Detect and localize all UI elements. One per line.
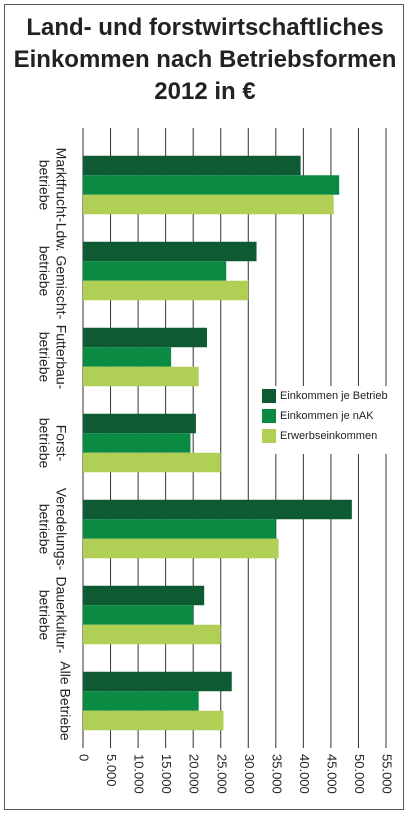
tick-label: 45.000 bbox=[324, 754, 339, 794]
bar bbox=[83, 347, 172, 367]
bar bbox=[83, 327, 207, 348]
bar bbox=[83, 499, 352, 520]
bar bbox=[83, 155, 301, 176]
tick-label: 15.000 bbox=[159, 754, 174, 794]
bar bbox=[83, 175, 340, 195]
legend-swatch bbox=[262, 429, 276, 443]
category-label: Alle Betriebe bbox=[57, 661, 73, 741]
bar bbox=[83, 691, 199, 711]
category-label: betriebe bbox=[36, 246, 52, 297]
category-label: Dauerkultur- bbox=[53, 576, 69, 653]
bar bbox=[83, 366, 199, 387]
chart-title: Land- und forstwirtschaftliches Einkomme… bbox=[4, 12, 406, 108]
category-label: Futterbau- bbox=[53, 325, 69, 390]
tick-label: 30.000 bbox=[242, 754, 257, 794]
bar bbox=[83, 585, 205, 606]
bar bbox=[83, 624, 221, 645]
category-label: betriebe bbox=[36, 590, 52, 641]
tick-label: 50.000 bbox=[352, 754, 367, 794]
tick-label: 35.000 bbox=[269, 754, 284, 794]
bar bbox=[83, 710, 224, 731]
chart-title-line-2: Einkommen nach Betriebsformen bbox=[13, 46, 397, 73]
bar bbox=[83, 605, 194, 625]
legend-background bbox=[256, 386, 388, 454]
chart-title-line-1: Land- und forstwirtschaftliches bbox=[26, 14, 384, 41]
bar bbox=[83, 241, 257, 262]
tick-label: 10.000 bbox=[132, 754, 147, 794]
legend-label: Einkommen je nAK bbox=[280, 410, 374, 422]
tick-label: 55.000 bbox=[380, 754, 395, 794]
bar bbox=[83, 519, 276, 539]
category-label: Forst- bbox=[53, 425, 69, 462]
category-label: Ldw. Gemischt- bbox=[53, 223, 69, 320]
category-label: Veredelungs- bbox=[53, 488, 69, 571]
legend-label: Erwerbseinkommen bbox=[280, 430, 377, 442]
category-label: betriebe bbox=[36, 504, 52, 555]
bar bbox=[83, 413, 196, 434]
tick-label: 0 bbox=[77, 754, 92, 761]
category-label: Marktfrucht- bbox=[53, 148, 69, 223]
bar bbox=[83, 194, 334, 215]
legend-swatch bbox=[262, 389, 276, 403]
bar bbox=[83, 261, 227, 281]
bar bbox=[83, 433, 191, 453]
tick-label: 40.000 bbox=[297, 754, 312, 794]
tick-label: 25.000 bbox=[214, 754, 229, 794]
legend-swatch bbox=[262, 409, 276, 423]
category-label: betriebe bbox=[36, 418, 52, 469]
category-label: betriebe bbox=[36, 332, 52, 383]
bar bbox=[83, 280, 249, 301]
tick-label: 5.000 bbox=[104, 754, 119, 787]
legend-label: Einkommen je Betrieb bbox=[280, 390, 388, 402]
bar bbox=[83, 671, 232, 692]
bar bbox=[83, 538, 279, 559]
bar bbox=[83, 452, 221, 473]
chart-title-line-3: 2012 in € bbox=[154, 78, 256, 105]
category-label: betriebe bbox=[36, 160, 52, 211]
tick-label: 20.000 bbox=[187, 754, 202, 794]
